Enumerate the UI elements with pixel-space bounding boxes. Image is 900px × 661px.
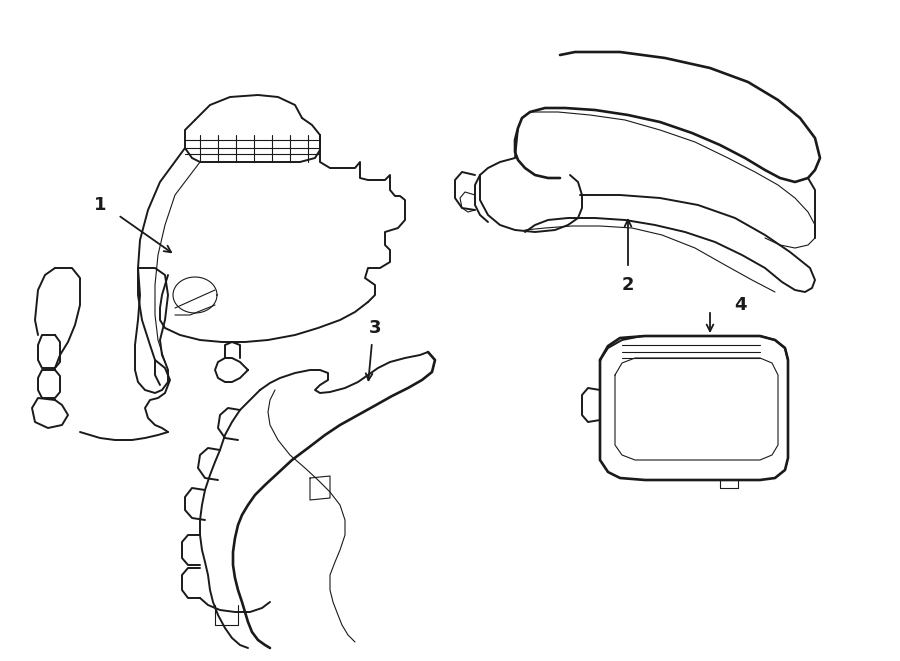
Text: 2: 2 <box>622 276 634 294</box>
Text: 1: 1 <box>94 196 106 214</box>
Text: 4: 4 <box>734 296 746 314</box>
Text: 3: 3 <box>369 319 382 337</box>
